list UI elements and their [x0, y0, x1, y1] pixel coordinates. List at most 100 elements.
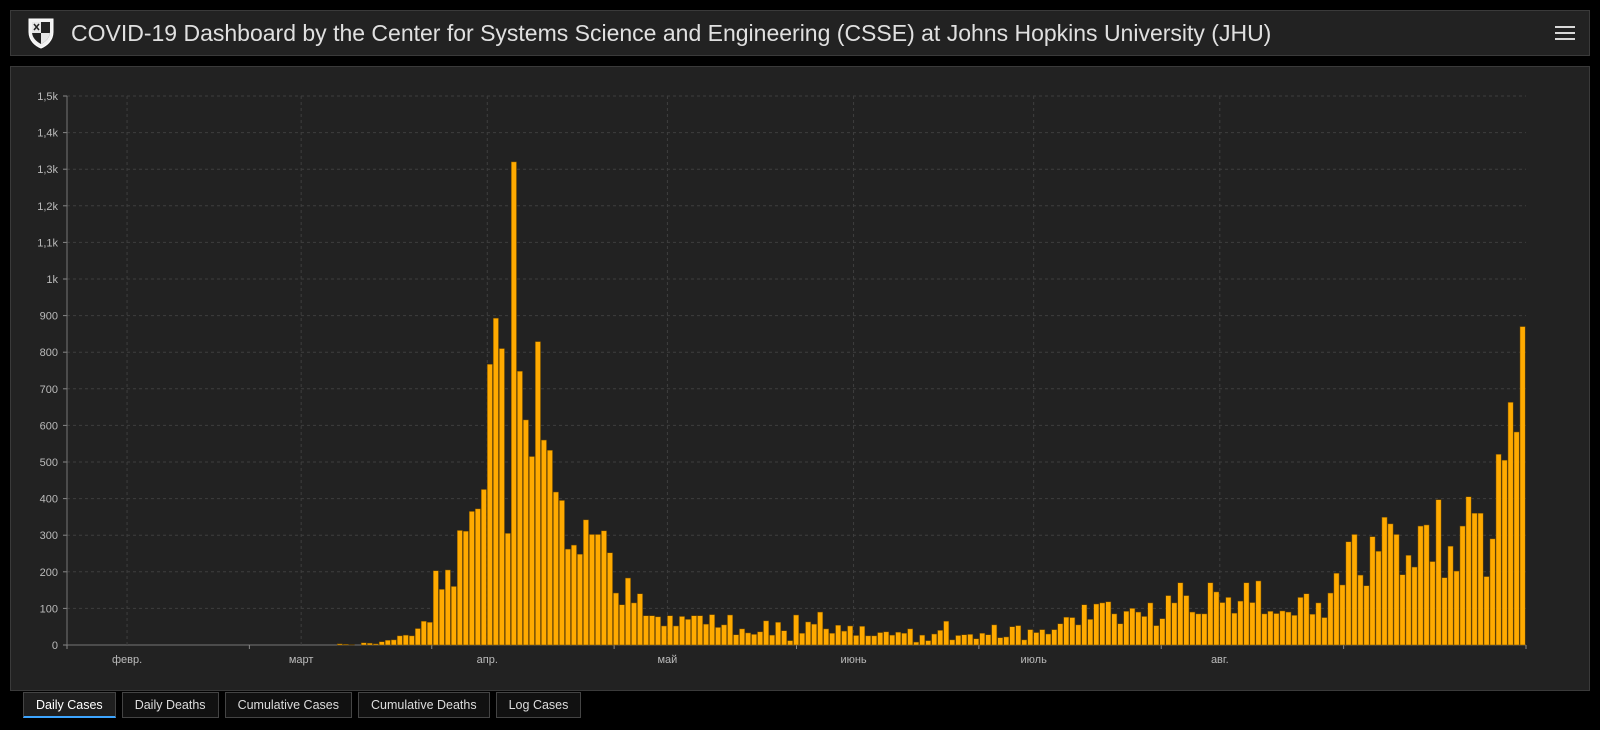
tab-log-cases[interactable]: Log Cases: [495, 692, 582, 718]
bar[interactable]: [1129, 608, 1136, 646]
bar[interactable]: [1171, 602, 1178, 646]
bar[interactable]: [408, 635, 415, 646]
bar[interactable]: [1099, 602, 1106, 646]
bar[interactable]: [895, 631, 902, 646]
bar[interactable]: [420, 620, 427, 646]
bar[interactable]: [859, 626, 865, 646]
bar[interactable]: [1495, 454, 1502, 646]
bar[interactable]: [1411, 566, 1418, 646]
bar[interactable]: [1183, 595, 1190, 646]
bar[interactable]: [493, 317, 499, 646]
bar[interactable]: [685, 619, 691, 646]
bar[interactable]: [1471, 512, 1478, 646]
bar[interactable]: [1063, 616, 1070, 646]
bar[interactable]: [378, 641, 385, 646]
bar[interactable]: [937, 630, 944, 646]
bar[interactable]: [625, 577, 631, 646]
bar[interactable]: [835, 624, 841, 646]
bar[interactable]: [727, 614, 733, 646]
bar[interactable]: [871, 635, 878, 646]
bar[interactable]: [1339, 584, 1346, 646]
bar[interactable]: [1225, 597, 1232, 646]
bar[interactable]: [697, 615, 703, 646]
bar[interactable]: [577, 553, 583, 646]
bar[interactable]: [1279, 610, 1286, 646]
bar[interactable]: [451, 586, 457, 646]
bar[interactable]: [655, 616, 661, 646]
bar[interactable]: [529, 456, 535, 646]
bar[interactable]: [1045, 633, 1052, 646]
bar[interactable]: [1003, 636, 1010, 646]
bar[interactable]: [931, 633, 938, 646]
bar[interactable]: [667, 615, 673, 646]
bar[interactable]: [499, 348, 505, 646]
bar[interactable]: [1057, 623, 1064, 646]
bar[interactable]: [1399, 574, 1406, 646]
bar[interactable]: [1315, 602, 1322, 646]
bar[interactable]: [805, 621, 811, 646]
bar[interactable]: [691, 615, 697, 646]
bar[interactable]: [1351, 534, 1358, 646]
bar[interactable]: [336, 643, 343, 646]
bar[interactable]: [853, 635, 859, 646]
bar[interactable]: [1123, 611, 1130, 646]
bar[interactable]: [787, 640, 793, 646]
bar[interactable]: [949, 639, 956, 646]
bar[interactable]: [1321, 617, 1328, 646]
bar[interactable]: [402, 634, 409, 646]
bar[interactable]: [360, 642, 367, 646]
bar[interactable]: [426, 622, 433, 646]
bar[interactable]: [1291, 615, 1298, 646]
bar[interactable]: [433, 570, 439, 646]
bar[interactable]: [643, 615, 649, 646]
bar[interactable]: [985, 634, 992, 646]
bar[interactable]: [739, 628, 745, 646]
tab-cumulative-cases[interactable]: Cumulative Cases: [224, 692, 352, 718]
bar[interactable]: [1381, 517, 1388, 646]
bar[interactable]: [481, 489, 487, 646]
bar[interactable]: [811, 623, 817, 646]
bar[interactable]: [679, 616, 685, 646]
bar[interactable]: [1423, 524, 1430, 646]
bar[interactable]: [1273, 613, 1280, 646]
tab-daily-deaths[interactable]: Daily Deaths: [121, 692, 219, 718]
bar[interactable]: [793, 614, 799, 646]
bar[interactable]: [390, 639, 397, 646]
bar[interactable]: [1519, 326, 1526, 646]
bar[interactable]: [1285, 611, 1292, 646]
bar[interactable]: [913, 641, 920, 646]
bar[interactable]: [1147, 602, 1154, 646]
bar[interactable]: [775, 622, 781, 646]
bar[interactable]: [1201, 613, 1208, 646]
bar[interactable]: [1255, 580, 1262, 646]
bar[interactable]: [601, 530, 607, 646]
bar[interactable]: [1033, 632, 1040, 646]
bar[interactable]: [649, 615, 655, 646]
bar[interactable]: [1447, 545, 1454, 646]
bar[interactable]: [1453, 570, 1460, 646]
bar[interactable]: [463, 530, 469, 646]
bar[interactable]: [955, 635, 962, 646]
bar[interactable]: [865, 635, 872, 646]
bar[interactable]: [607, 552, 613, 646]
bar[interactable]: [517, 370, 523, 646]
bar[interactable]: [342, 644, 349, 646]
bar[interactable]: [721, 624, 727, 646]
bar[interactable]: [396, 635, 403, 646]
bar[interactable]: [1141, 616, 1148, 646]
bar[interactable]: [1261, 613, 1268, 646]
bar[interactable]: [1087, 619, 1094, 646]
bar[interactable]: [1303, 593, 1310, 646]
bar[interactable]: [769, 634, 775, 646]
bar[interactable]: [901, 633, 908, 646]
bar[interactable]: [1195, 613, 1202, 646]
bar[interactable]: [757, 631, 763, 646]
bar[interactable]: [366, 642, 373, 646]
bar[interactable]: [1165, 595, 1172, 646]
bar[interactable]: [841, 630, 847, 646]
bar[interactable]: [1489, 538, 1496, 646]
bar[interactable]: [1297, 597, 1304, 646]
bar[interactable]: [445, 569, 451, 646]
bar[interactable]: [1513, 431, 1520, 646]
bar[interactable]: [1369, 536, 1376, 646]
